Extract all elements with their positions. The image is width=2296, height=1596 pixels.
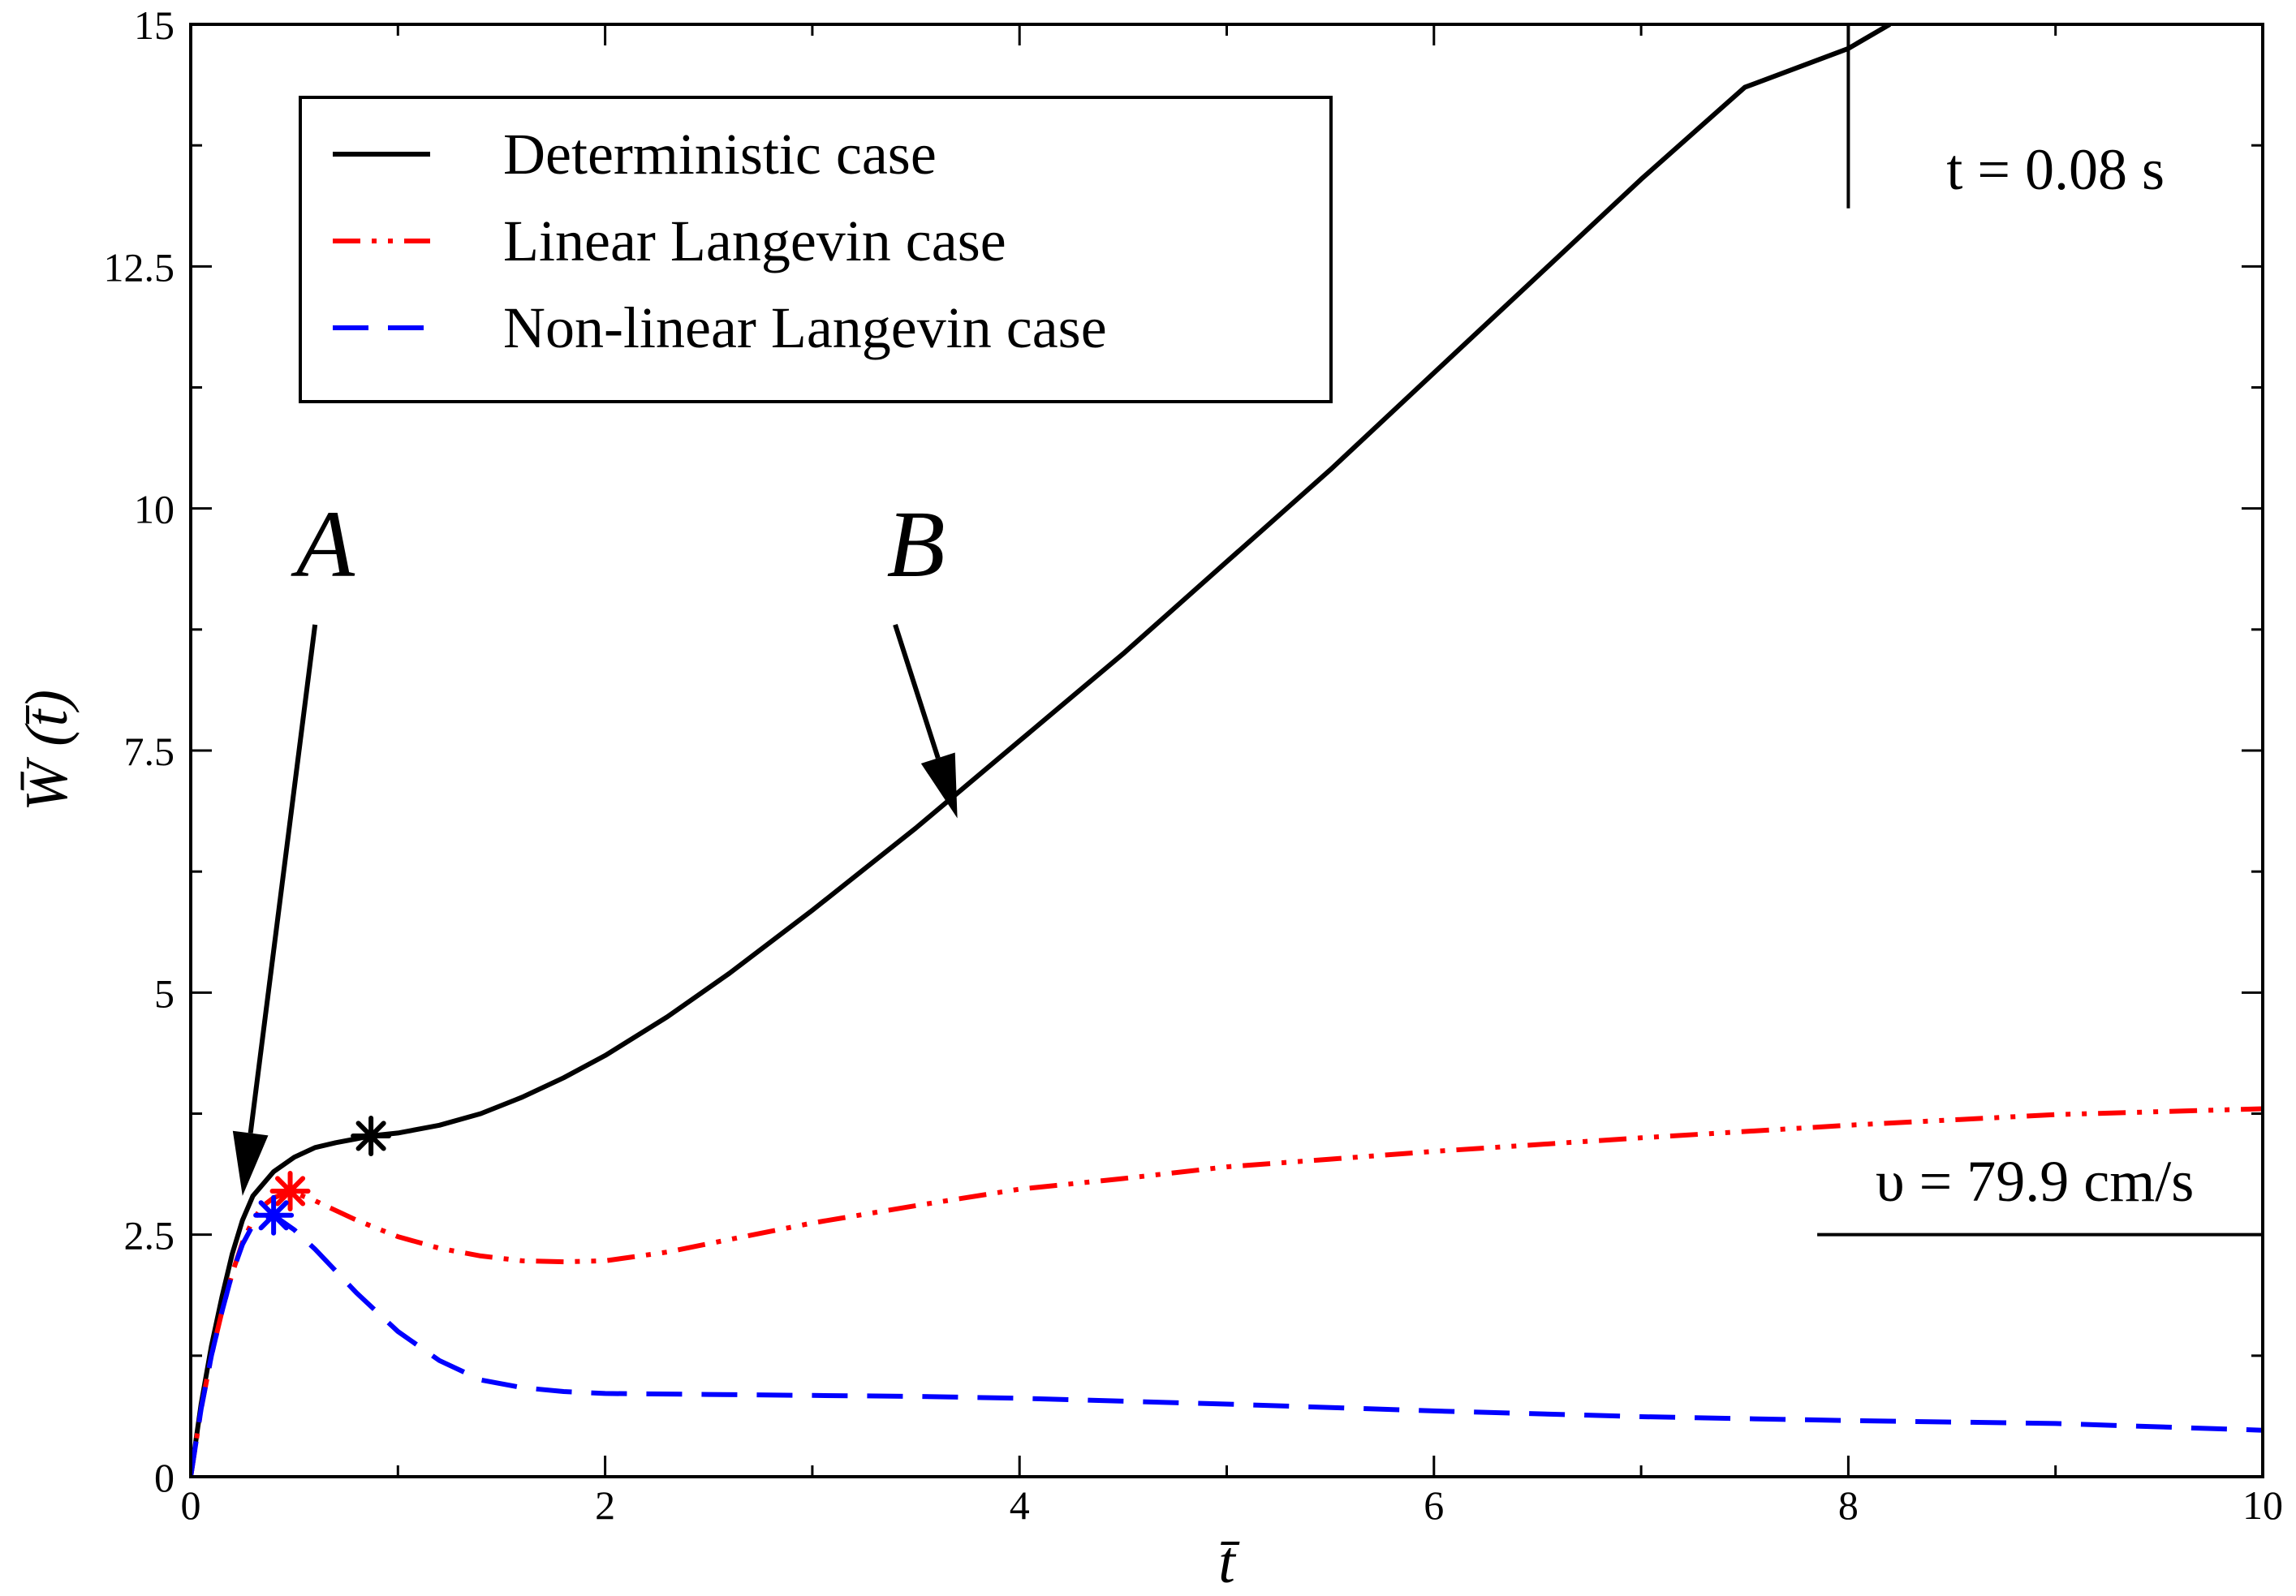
y-tick-label: 2.5 — [124, 1213, 175, 1258]
legend-label-2: Linear Langevin case — [503, 209, 1006, 273]
series-line-1 — [191, 24, 1892, 1477]
y-tick-label: 15 — [134, 2, 174, 48]
y-tick-label: 7.5 — [124, 729, 175, 774]
annotations: A Bt = 0.08 s υ = 79.9 cm/s — [232, 24, 2263, 1237]
legend-box — [299, 96, 1333, 403]
y-tick-label: 5 — [154, 970, 174, 1016]
y-tick-label: 12.5 — [104, 244, 175, 290]
plot-frame — [189, 23, 2264, 1478]
x-tick-label: 10 — [2242, 1482, 2283, 1528]
axis-ticks: 0 2 4 6 8 10 0 2.5 5 7.5 10 12.5 15 — [104, 2, 2284, 1528]
x-tick-label: 0 — [181, 1482, 201, 1528]
y-axis-label: W̄ (t̄) — [14, 690, 80, 811]
annotation-arrow-b — [893, 623, 958, 819]
annotation-arrow-b-head — [920, 752, 958, 819]
annotation-label-a: A — [291, 491, 355, 597]
star-marker-stroke — [274, 1176, 306, 1207]
series-line-3 — [191, 1212, 2263, 1477]
reference-line-label: υ = 79.9 cm/s — [1876, 1149, 2194, 1214]
annotation-arrow-a — [232, 624, 318, 1196]
star-marker-stroke — [355, 1121, 386, 1151]
x-tick-label: 4 — [1010, 1482, 1030, 1528]
star-marker — [253, 1194, 295, 1236]
data-series — [191, 24, 2263, 1477]
x-tick-label: 2 — [595, 1482, 615, 1528]
annotation-label-b: B — [887, 491, 946, 597]
annotation-arrow-a-head — [232, 1130, 269, 1196]
x-tick-label: 6 — [1424, 1482, 1444, 1528]
y-tick-label: 0 — [154, 1455, 174, 1500]
star-marker — [269, 1170, 311, 1211]
legend-label-1: Deterministic case — [503, 122, 937, 187]
star-marker-stroke — [258, 1200, 289, 1231]
y-tick-label: 10 — [134, 487, 174, 532]
x-axis-label: t̄ — [1218, 1529, 1240, 1596]
legend: Deterministic case Linear Langevin case No… — [299, 96, 1333, 403]
annotation-arrow-b-shaft — [893, 623, 941, 759]
data-markers — [253, 1115, 392, 1236]
annotation-arrow-a-shaft — [248, 624, 318, 1134]
star-marker — [351, 1115, 392, 1156]
legend-label-3: Non-linear Langevin case — [503, 295, 1107, 360]
reference-line-label: t = 0.08 s — [1946, 137, 2165, 202]
x-tick-label: 8 — [1838, 1482, 1859, 1528]
